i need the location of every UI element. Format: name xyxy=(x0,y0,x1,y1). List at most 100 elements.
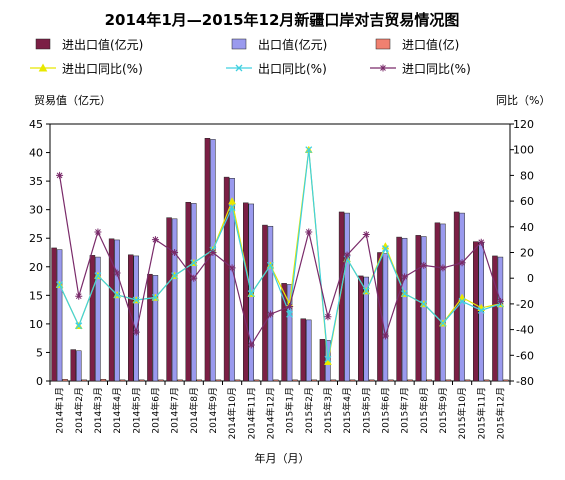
x-tick-label: 2014年10月 xyxy=(226,387,238,439)
y-right-tick-label: 0 xyxy=(527,272,534,285)
y-right-tick-label: 120 xyxy=(513,118,534,131)
bar xyxy=(89,255,96,382)
x-axis-label: 年月（月） xyxy=(255,451,310,465)
legend-marker-shape xyxy=(38,63,48,72)
line-point xyxy=(228,197,237,205)
line-point xyxy=(286,310,294,318)
bar xyxy=(368,379,375,382)
series-line xyxy=(59,149,501,360)
line-point xyxy=(228,264,236,272)
bar xyxy=(95,256,101,382)
bar xyxy=(377,252,383,382)
line-point xyxy=(113,269,121,277)
legend-swatch xyxy=(375,38,391,50)
bar xyxy=(185,201,192,382)
x-tick-label: 2014年1月 xyxy=(54,387,66,434)
bar xyxy=(497,256,504,382)
y-left-tick-label: 25 xyxy=(29,232,43,245)
bar xyxy=(114,239,120,382)
legend-swatch xyxy=(35,38,51,50)
y-right-tick-label: 100 xyxy=(513,144,534,157)
legend-marker xyxy=(235,64,243,72)
bar xyxy=(253,379,260,382)
bar xyxy=(464,379,471,382)
x-tick-label: 2014年12月 xyxy=(264,387,276,439)
x-tick-label: 2014年8月 xyxy=(188,387,200,434)
y-left-tick-label: 10 xyxy=(29,318,43,331)
line-point xyxy=(151,294,159,301)
bar xyxy=(338,211,345,382)
y-left-tick-label: 35 xyxy=(29,175,43,188)
line-point xyxy=(132,328,140,336)
x-tick-label: 2014年4月 xyxy=(111,387,123,434)
legend-label: 进口同比(%) xyxy=(402,62,471,76)
line-point xyxy=(171,249,179,256)
bar xyxy=(70,349,77,382)
line-point xyxy=(343,251,351,259)
line-point xyxy=(228,204,236,211)
bar xyxy=(492,255,498,382)
bar xyxy=(292,379,298,382)
line-point xyxy=(420,300,428,308)
legend-label: 进口值(亿) xyxy=(402,37,459,52)
bar xyxy=(306,319,312,382)
bar xyxy=(453,211,460,382)
x-tick-label: 2015年8月 xyxy=(418,387,430,434)
y-left-tick-label: 30 xyxy=(29,204,43,217)
bar xyxy=(300,318,307,382)
bar xyxy=(421,236,427,382)
bar xyxy=(133,255,139,382)
chart-title: 2014年1月—2015年12月新疆口岸对吉贸易情况图 xyxy=(105,11,460,29)
line-point xyxy=(381,245,389,253)
y-right-tick-label: 40 xyxy=(520,221,534,234)
plot-area: 0 5 10 15 20 25 30 35 40 45 -80 -60 -40 -20 0 20 40 60 80 1… xyxy=(29,118,534,439)
line-point xyxy=(305,146,313,154)
bar xyxy=(396,236,402,382)
bar xyxy=(401,237,408,382)
bar xyxy=(262,224,268,382)
line-point xyxy=(113,291,121,299)
bar xyxy=(286,284,293,382)
line-point xyxy=(362,287,370,295)
y-left-tick-label: 45 xyxy=(29,118,43,131)
series-line xyxy=(59,175,501,347)
bar xyxy=(503,379,509,382)
line-point xyxy=(286,302,294,310)
bar xyxy=(223,176,230,382)
bar xyxy=(100,379,107,382)
bar xyxy=(215,379,222,382)
line-point xyxy=(247,290,255,298)
line-point xyxy=(94,272,102,280)
y-right-tick-label: -20 xyxy=(516,298,534,311)
bar xyxy=(128,254,134,382)
bar xyxy=(483,379,490,382)
bar xyxy=(319,339,326,382)
bar xyxy=(210,139,216,382)
x-tick-label: 2014年6月 xyxy=(149,387,161,434)
line-point xyxy=(266,310,274,318)
legend-label: 出口同比(%) xyxy=(258,62,327,76)
line-point xyxy=(439,264,447,272)
bar xyxy=(56,249,63,382)
line-point xyxy=(362,231,370,239)
x-tick-label: 2015年11月 xyxy=(475,387,487,439)
bar xyxy=(81,379,87,382)
bar xyxy=(440,223,446,382)
bar xyxy=(177,379,183,382)
bar xyxy=(382,253,389,382)
line-point xyxy=(324,355,332,363)
line-point xyxy=(324,313,332,321)
bar xyxy=(281,283,287,382)
x-tick-label: 2015年2月 xyxy=(303,387,315,434)
line-point xyxy=(401,273,409,281)
line-point xyxy=(439,319,447,327)
line-point xyxy=(56,171,64,179)
x-tick-label: 2014年2月 xyxy=(73,387,85,434)
bar xyxy=(158,379,164,382)
bar xyxy=(152,275,159,382)
x-tick-label: 2014年3月 xyxy=(92,387,104,434)
bar xyxy=(349,379,356,382)
x-tick-label: 2014年5月 xyxy=(130,387,142,434)
y-left-tick-label: 20 xyxy=(29,261,43,274)
